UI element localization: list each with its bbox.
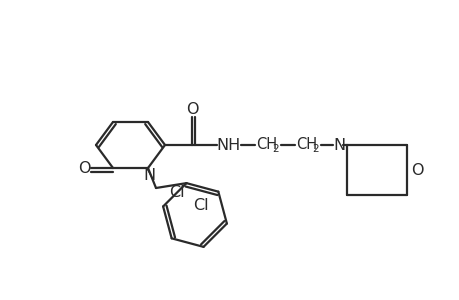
Text: O: O	[410, 163, 422, 178]
Text: CH: CH	[256, 136, 277, 152]
Text: Cl: Cl	[169, 185, 185, 200]
Text: 2: 2	[312, 144, 319, 154]
Text: CH: CH	[296, 136, 317, 152]
Text: O: O	[185, 101, 198, 116]
Text: Cl: Cl	[192, 198, 208, 213]
Text: 2: 2	[272, 144, 279, 154]
Text: O: O	[78, 160, 90, 175]
Text: NH: NH	[216, 137, 241, 152]
Text: N: N	[332, 137, 344, 152]
Text: N: N	[143, 169, 155, 184]
